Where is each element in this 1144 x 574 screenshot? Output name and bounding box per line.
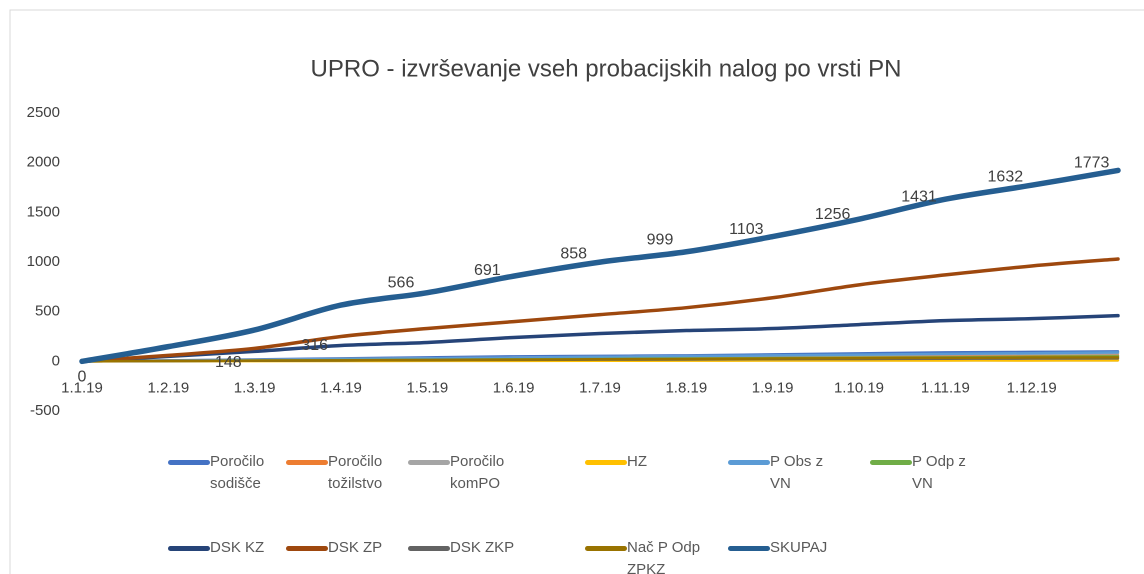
data-label: 1431 xyxy=(901,188,937,205)
legend-item: Poročilo tožilstvo xyxy=(286,451,406,495)
legend-swatch xyxy=(286,546,328,551)
x-tick-label: 1.9.19 xyxy=(752,379,794,396)
legend-label: Nač P Odp ZPKZ xyxy=(627,539,701,574)
data-label: 316 xyxy=(301,337,328,354)
x-tick-label: 1.1.19 xyxy=(61,379,103,396)
legend-swatch xyxy=(585,546,627,551)
chart-border xyxy=(9,9,1144,574)
data-label: 999 xyxy=(647,231,674,248)
x-tick-label: 1.12.19 xyxy=(1007,379,1057,396)
legend-item: DSK ZP xyxy=(286,537,406,559)
legend-swatch xyxy=(286,460,328,465)
legend-item: SKUPAJ xyxy=(728,537,848,559)
y-tick-label: 2000 xyxy=(27,154,60,171)
data-label: 1256 xyxy=(815,206,851,223)
legend-item: P Odp z VN xyxy=(870,451,990,495)
data-label: 0 xyxy=(78,369,87,386)
y-tick-label: 1500 xyxy=(27,203,60,220)
legend-swatch xyxy=(585,460,627,465)
legend-swatch xyxy=(408,546,450,551)
legend-swatch xyxy=(728,460,770,465)
legend-label: P Odp z VN xyxy=(912,453,966,492)
x-tick-label: 1.11.19 xyxy=(921,379,970,396)
legend-label: SKUPAJ xyxy=(770,539,828,556)
legend-label: Poročilo sodišče xyxy=(210,453,265,492)
legend-label: DSK KZ xyxy=(210,539,265,556)
x-tick-label: 1.10.19 xyxy=(834,379,884,396)
legend-item: Poročilo sodišče xyxy=(168,451,288,495)
x-tick-label: 1.6.19 xyxy=(493,379,535,396)
data-label: 1773 xyxy=(1074,154,1110,171)
legend-item: Nač P Odp ZPKZ xyxy=(585,537,705,574)
x-tick-label: 1.3.19 xyxy=(234,379,276,396)
legend-label: DSK ZKP xyxy=(450,539,515,556)
series-line xyxy=(80,356,1120,363)
legend-item: P Obs z VN xyxy=(728,451,848,495)
legend-item: DSK ZKP xyxy=(408,537,528,559)
legend-label: DSK ZP xyxy=(328,539,383,556)
x-tick-label: 1.7.19 xyxy=(579,379,621,396)
x-tick-label: 1.5.19 xyxy=(406,379,448,396)
series-line xyxy=(80,313,1120,364)
legend-swatch xyxy=(168,460,210,465)
series-line xyxy=(80,257,1120,364)
legend-label: HZ xyxy=(627,453,647,470)
x-tick-label: 1.2.19 xyxy=(147,379,189,396)
x-tick-label: 1.8.19 xyxy=(665,379,707,396)
data-label: 1632 xyxy=(988,168,1024,185)
data-label: 1103 xyxy=(729,221,764,238)
legend-label: Poročilo komPO xyxy=(450,453,505,492)
y-tick-label: 1000 xyxy=(27,253,60,270)
legend-swatch xyxy=(870,460,912,465)
legend-item: HZ xyxy=(585,451,705,473)
data-label: 858 xyxy=(560,245,587,262)
data-label: 691 xyxy=(474,262,501,279)
legend-swatch xyxy=(728,546,770,551)
y-tick-label: -500 xyxy=(30,402,60,419)
y-tick-label: 500 xyxy=(35,303,60,320)
legend-label: Poročilo tožilstvo xyxy=(328,453,383,492)
data-label: 566 xyxy=(388,274,415,291)
legend-swatch xyxy=(168,546,210,551)
legend-item: DSK KZ xyxy=(168,537,288,559)
x-tick-label: 1.4.19 xyxy=(320,379,362,396)
y-tick-label: 0 xyxy=(52,352,60,369)
y-tick-label: 2500 xyxy=(27,104,60,121)
series-line xyxy=(79,167,1121,365)
legend-swatch xyxy=(408,460,450,465)
data-label: 148 xyxy=(215,354,242,371)
legend-label: P Obs z VN xyxy=(770,453,824,492)
chart-title: UPRO - izvrševanje vseh probacijskih nal… xyxy=(311,55,902,82)
legend-item: Poročilo komPO xyxy=(408,451,528,495)
